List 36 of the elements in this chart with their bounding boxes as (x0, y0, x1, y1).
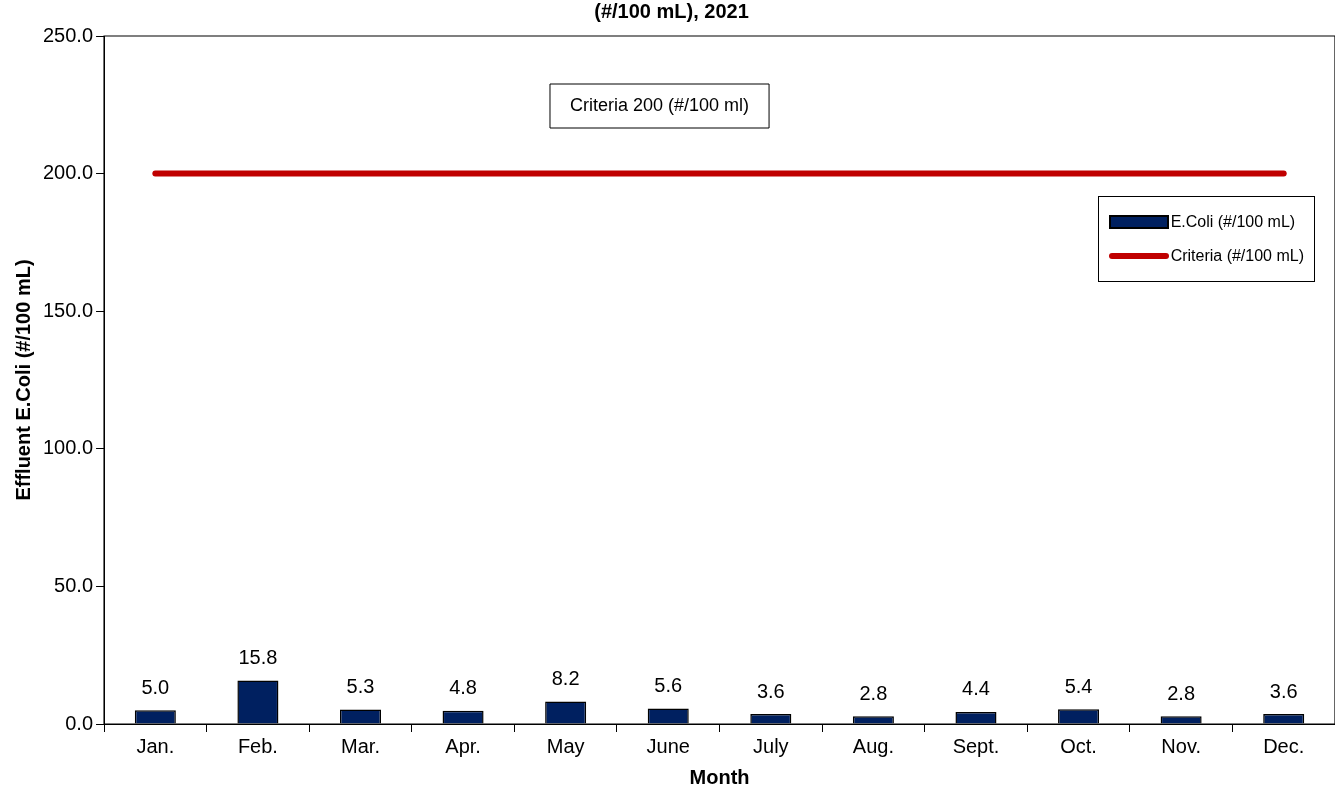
x-tick-label: Jan. (136, 734, 175, 757)
x-tick-label: Mar. (341, 734, 380, 757)
x-axis-title: Month (689, 765, 750, 788)
annotation: Criteria 200 (#/100 ml) (569, 94, 750, 115)
data-label: 5.6 (654, 674, 683, 697)
data-label: 5.3 (346, 674, 375, 697)
data-label: 5.4 (1064, 674, 1093, 697)
data-label: 4.8 (449, 676, 477, 699)
y-tick-label: 50.0 (54, 573, 94, 596)
data-label: 2.8 (859, 681, 888, 704)
x-tick-label: May (546, 734, 585, 757)
x-tick-label: Oct. (1060, 734, 1097, 757)
data-label: 2.8 (1167, 681, 1196, 704)
data-label: 8.2 (551, 666, 580, 689)
x-tick-label: Dec. (1263, 734, 1305, 757)
legend-label: E.Coli (#/100 mL) (1170, 213, 1296, 231)
data-label: 3.6 (1269, 679, 1298, 702)
y-tick-label: 150.0 (42, 298, 94, 321)
data-label: 15.8 (238, 646, 278, 669)
y-axis-title: Effluent E.Coli (#/100 mL) (11, 259, 34, 501)
data-label: 5.0 (141, 675, 170, 698)
chart-title: (#/100 mL), 2021 (594, 0, 749, 22)
x-tick-label: July (753, 734, 789, 757)
y-tick-label: 100.0 (42, 436, 94, 459)
legend-label: Criteria (#/100 mL) (1170, 247, 1304, 265)
y-tick-label: 0.0 (65, 711, 94, 734)
data-label: 3.6 (756, 679, 785, 702)
y-tick-label: 200.0 (42, 161, 94, 184)
x-tick-label: Sept. (952, 734, 1000, 757)
x-tick-label: Apr. (445, 734, 481, 757)
y-tick-label: 250.0 (42, 23, 94, 46)
data-label: 4.4 (962, 677, 990, 700)
x-tick-label: Feb. (237, 734, 278, 757)
x-tick-label: Nov. (1161, 734, 1201, 757)
x-tick-label: June (646, 734, 690, 757)
x-tick-label: Aug. (852, 734, 894, 757)
